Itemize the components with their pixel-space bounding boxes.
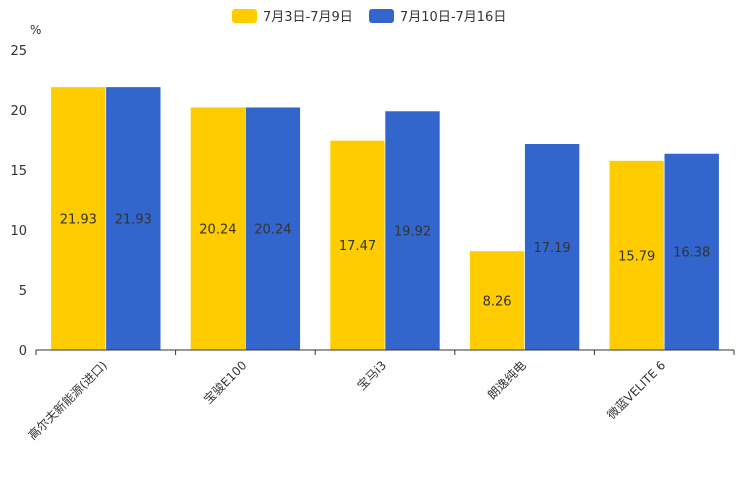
y-axis-unit-label: %	[30, 23, 41, 37]
y-tick-label: 20	[10, 104, 27, 119]
bar-value-label: 8.26	[483, 294, 512, 309]
legend: 7月3日-7月9日 7月10日-7月16日	[232, 9, 506, 25]
bar-value-label: 20.24	[199, 223, 236, 238]
bar-value-label: 21.93	[115, 212, 152, 227]
legend-label: 7月3日-7月9日	[263, 10, 353, 25]
x-axis: 高尔夫新能源(进口) 宝骏E100 宝马i3 朗逸纯电 微蓝VELITE 6	[25, 349, 735, 443]
x-category-label: 朗逸纯电	[485, 358, 529, 402]
bar	[50, 86, 107, 351]
bar	[245, 106, 301, 351]
y-tick-label: 25	[10, 44, 27, 59]
legend-swatch	[232, 9, 257, 23]
y-tick-label: 0	[19, 344, 27, 359]
legend-swatch	[369, 9, 394, 23]
x-category-label: 微蓝VELITE 6	[604, 358, 668, 422]
y-tick-label: 15	[10, 164, 27, 179]
bars: 21.93 20.24 17.47 8.26 15.79 21.93 20.24 19.92 1…	[50, 86, 720, 351]
bar-value-label: 21.93	[60, 212, 97, 227]
bar	[329, 140, 386, 351]
bar	[105, 86, 162, 351]
y-tick-label: 10	[10, 224, 27, 239]
bar-value-label: 17.47	[339, 239, 376, 254]
bar	[469, 250, 525, 351]
bar-value-label: 16.38	[673, 246, 710, 261]
bar-value-label: 20.24	[254, 223, 291, 238]
bar	[608, 160, 665, 351]
bar-value-label: 17.19	[533, 241, 570, 256]
x-category-label: 宝骏E100	[201, 358, 249, 406]
bar-value-label: 15.79	[618, 249, 655, 264]
bar	[190, 106, 246, 351]
y-tick-label: 5	[19, 284, 27, 299]
bar-value-label: 19.92	[394, 224, 431, 239]
bar	[663, 153, 720, 351]
x-category-label: 宝马i3	[354, 358, 389, 393]
x-category-label: 高尔夫新能源(进口)	[25, 358, 110, 443]
y-axis: 0 5 10 15 20 25	[10, 44, 27, 359]
legend-label: 7月10日-7月16日	[400, 10, 506, 25]
bar	[384, 110, 441, 351]
